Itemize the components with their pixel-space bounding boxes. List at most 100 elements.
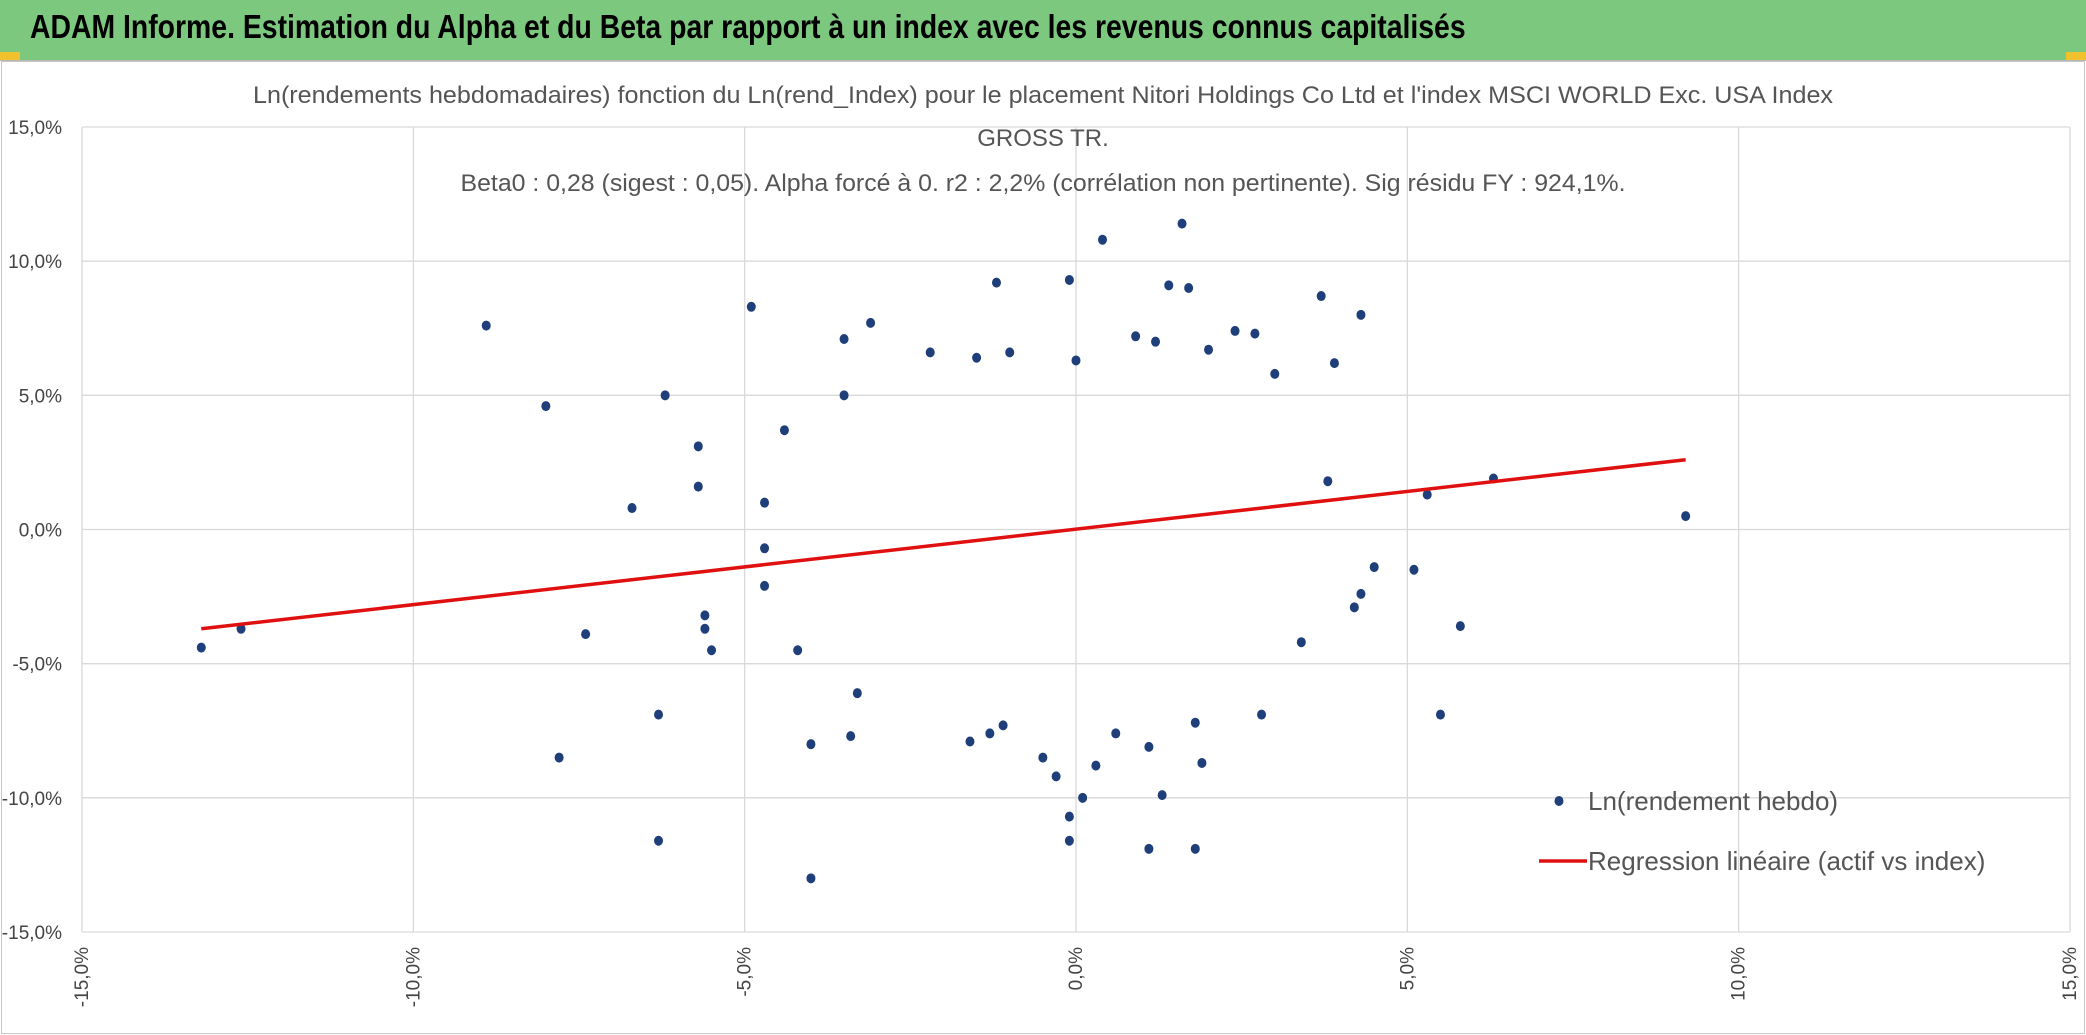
data-point: [1071, 355, 1081, 366]
data-point: [481, 320, 491, 331]
x-tick-label: -15,0%: [72, 947, 93, 1007]
data-point: [846, 731, 856, 742]
x-tick-label: 10,0%: [1729, 947, 1750, 1001]
data-point: [1157, 790, 1167, 801]
data-point: [654, 835, 664, 846]
data-point: [1131, 331, 1141, 342]
data-points: [196, 218, 1691, 884]
data-point: [806, 739, 816, 750]
data-point: [779, 425, 789, 436]
data-point: [1098, 234, 1108, 245]
chart-title-line: Ln(rendements hebdomadaires) fonction du…: [253, 82, 1833, 109]
data-point: [1250, 328, 1260, 339]
data-point: [1064, 835, 1074, 846]
data-point: [1681, 511, 1691, 522]
data-point: [1230, 325, 1240, 336]
data-point: [746, 301, 756, 312]
regression-line: [201, 457, 1686, 631]
report-title: ADAM Informe. Estimation du Alpha et du …: [30, 8, 1466, 45]
data-point: [1257, 709, 1267, 720]
data-point: [693, 481, 703, 492]
y-tick-label: 15,0%: [8, 118, 62, 139]
data-point: [700, 623, 710, 634]
data-point: [793, 645, 803, 656]
data-point: [1005, 347, 1015, 358]
data-point: [1151, 336, 1161, 347]
data-point: [1356, 309, 1366, 320]
chart-title: Ln(rendements hebdomadaires) fonction du…: [253, 82, 1833, 197]
data-point: [1349, 602, 1359, 613]
x-tick-label: -10,0%: [403, 947, 424, 1007]
data-point: [852, 688, 862, 699]
data-point: [627, 503, 637, 514]
data-point: [760, 580, 770, 591]
x-tick-label: 0,0%: [1066, 947, 1087, 990]
data-point: [760, 497, 770, 508]
data-point: [985, 728, 995, 739]
data-point: [1316, 291, 1326, 302]
chart-frame: 15,0% 10,0% 5,0% 0,0% -5,0% -10,0% -15,0% -15,…: [1, 61, 2085, 1034]
data-point: [1078, 792, 1088, 803]
data-point: [998, 720, 1008, 731]
x-axis-ticks: -15,0% -10,0% -5,0% 0,0% 5,0% 10,0% 15,0%: [72, 947, 2081, 1007]
data-point: [1190, 843, 1200, 854]
data-point: [1111, 728, 1121, 739]
data-point: [866, 317, 876, 328]
data-point: [991, 277, 1001, 288]
grid-lines: [81, 126, 2071, 933]
y-axis-ticks: 15,0% 10,0% 5,0% 0,0% -5,0% -10,0% -15,0%: [2, 118, 62, 944]
report-banner: ADAM Informe. Estimation du Alpha et du …: [0, 0, 2086, 61]
data-point: [654, 709, 664, 720]
y-tick-label: -15,0%: [2, 923, 62, 944]
data-point: [1184, 283, 1194, 293]
y-tick-label: 5,0%: [19, 386, 62, 407]
data-point: [700, 610, 710, 621]
data-point: [707, 645, 717, 656]
chart-title-line: Beta0 : 0,28 (sigest : 0,05). Alpha forc…: [461, 170, 1626, 197]
data-point: [1064, 811, 1074, 822]
banner-corner-left: [0, 52, 20, 60]
data-point: [839, 390, 849, 401]
scatter-chart: 15,0% 10,0% 5,0% 0,0% -5,0% -10,0% -15,0% -15,…: [2, 82, 2081, 1007]
data-point: [1409, 564, 1419, 575]
chart-title-line: GROSS TR.: [977, 125, 1109, 152]
y-tick-label: 0,0%: [19, 521, 62, 542]
x-tick-label: 5,0%: [1397, 947, 1418, 990]
data-point: [1329, 358, 1339, 369]
chart-legend: Ln(rendement hebdo) Regression linéaire (…: [1539, 786, 1985, 876]
data-point: [1038, 752, 1048, 763]
data-point: [196, 642, 206, 653]
data-point: [236, 623, 246, 634]
legend-label: Ln(rendement hebdo): [1588, 786, 1838, 816]
x-tick-label: -5,0%: [735, 947, 756, 997]
regression-layer: [201, 457, 1686, 631]
data-point: [1435, 709, 1445, 720]
y-tick-label: -5,0%: [12, 655, 62, 676]
data-point: [541, 401, 551, 412]
data-point: [1164, 280, 1174, 291]
data-point: [1051, 771, 1061, 782]
legend-label: Regression linéaire (actif vs index): [1588, 846, 1985, 876]
data-point: [806, 873, 816, 884]
y-tick-label: 10,0%: [8, 252, 62, 273]
data-point: [925, 347, 935, 358]
data-point: [581, 629, 591, 640]
data-point: [1177, 218, 1187, 229]
data-point: [965, 736, 975, 747]
data-point: [1144, 843, 1154, 854]
data-point: [1064, 274, 1074, 285]
data-point: [839, 333, 849, 344]
data-point: [1296, 637, 1306, 648]
data-point: [972, 352, 982, 363]
data-point: [1422, 489, 1432, 500]
data-point: [1204, 344, 1214, 355]
data-point: [1356, 588, 1366, 599]
data-point: [1197, 757, 1207, 768]
y-tick-label: -10,0%: [2, 789, 62, 810]
data-point: [554, 752, 564, 763]
data-point: [1091, 760, 1101, 771]
data-point: [693, 441, 703, 452]
data-point: [1369, 562, 1379, 573]
data-point: [760, 543, 770, 554]
banner-corner-right: [2066, 52, 2086, 60]
